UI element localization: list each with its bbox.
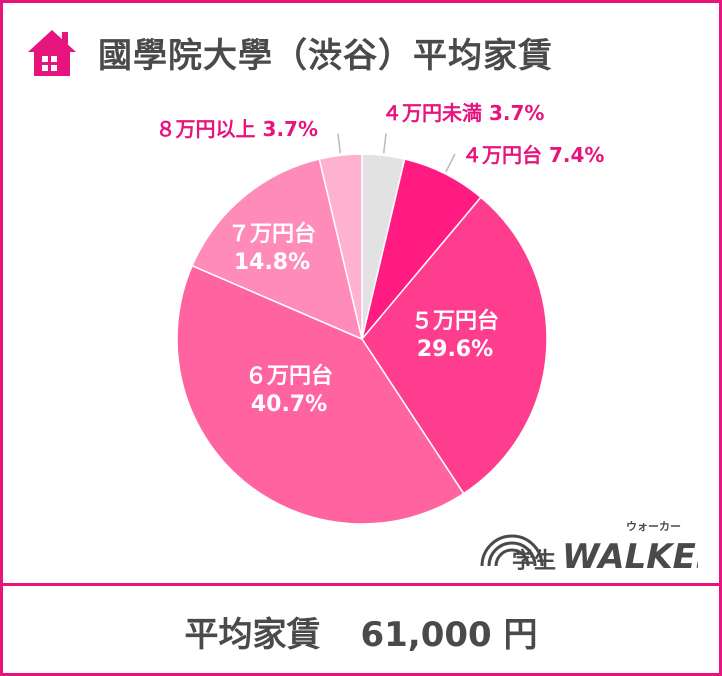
slice-label: ７万円台 [228,221,316,247]
pie-slice [176,264,465,525]
average-rent-label: 平均家賃 [184,614,321,655]
slice-value-label: 29.6% [417,337,493,362]
leader-line [382,133,387,154]
leader-line [445,153,456,173]
slice-value-label: 40.7% [251,392,327,417]
average-rent-value: 61,000 円 [360,614,538,655]
pie-slice [318,153,363,340]
footer-divider [0,583,722,586]
slice-label: ８万円以上 3.7% [156,117,318,141]
pie-slice [191,158,364,341]
leader-line [337,133,342,154]
logo-ruby: ウォーカー [626,520,681,533]
chart-title: 國學院大學（渋谷）平均家賃 [98,35,553,76]
pie-chart: ４万円未満 3.7% ４万円台 7.4% ５万円台 29.6% ６万円台 40.7% ７万円… [156,101,604,525]
pie-slice [361,196,548,495]
logo-brand: 学生 [512,548,556,572]
slice-label: ４万円未満 3.7% [382,101,544,125]
average-rent-footer: 平均家賃 61,000 円 [0,586,722,676]
chart-header: 國學院大學（渋谷）平均家賃 [24,24,553,80]
slice-label: ４万円台 7.4% [462,143,604,167]
logo-name: WALKER [562,537,698,572]
slice-label: ６万円台 [245,363,333,389]
gakusei-walker-logo: 学生 WALKER ウォーカー [480,520,698,572]
slice-label: ５万円台 [411,308,499,334]
house-icon [28,30,76,76]
slice-value-label: 14.8% [234,250,310,275]
